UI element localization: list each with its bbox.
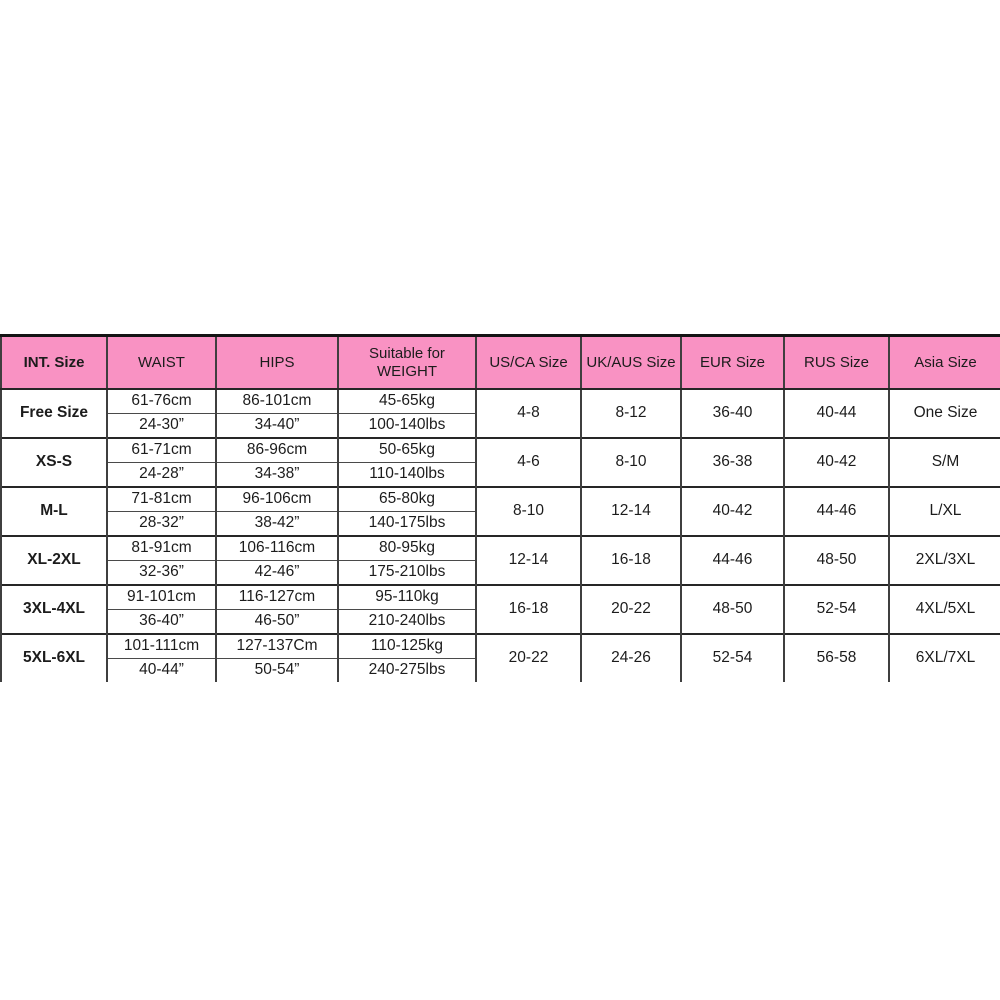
cell-eur: 36-38 xyxy=(680,437,784,487)
cell-waist-in: 24-28” xyxy=(106,462,216,487)
cell-waist-in: 28-32” xyxy=(106,511,216,536)
cell-rus: 40-42 xyxy=(783,437,889,487)
table-row: 24-28” 34-38” 110-140lbs xyxy=(1,462,1000,487)
cell-int-size: Free Size xyxy=(0,388,107,438)
cell-waist-cm: 61-76cm xyxy=(106,388,216,414)
cell-weight-lbs: 100-140lbs xyxy=(337,413,476,438)
cell-waist-in: 36-40” xyxy=(106,609,216,634)
cell-waist-cm: 91-101cm xyxy=(106,584,216,610)
cell-int-size: M-L xyxy=(0,486,107,536)
cell-asia: 2XL/3XL xyxy=(888,535,1000,585)
col-header-asia: Asia Size xyxy=(888,334,1000,390)
cell-us-ca: 12-14 xyxy=(475,535,581,585)
cell-weight-kg: 95-110kg xyxy=(337,584,476,610)
cell-eur: 52-54 xyxy=(680,633,784,682)
table-row: 5XL-6XL 101-111cm 127-137Cm 110-125kg 20… xyxy=(0,633,1000,682)
cell-int-size: 5XL-6XL xyxy=(0,633,107,682)
table-row: 36-40” 46-50” 210-240lbs xyxy=(1,609,1000,634)
cell-hips-in: 34-38” xyxy=(215,462,338,487)
cell-hips-cm: 116-127cm xyxy=(215,584,338,610)
table-row: 3XL-4XL 91-101cm 116-127cm 95-110kg 16-1… xyxy=(0,584,1000,634)
cell-weight-kg: 110-125kg xyxy=(337,633,476,659)
col-header-waist: WAIST xyxy=(106,334,216,390)
table-row: 28-32” 38-42” 140-175lbs xyxy=(1,511,1000,536)
col-header-uk-aus: UK/AUS Size xyxy=(580,334,681,390)
cell-weight-kg: 50-65kg xyxy=(337,437,476,463)
cell-us-ca: 4-8 xyxy=(475,388,581,438)
cell-uk-aus: 16-18 xyxy=(580,535,681,585)
cell-us-ca: 16-18 xyxy=(475,584,581,634)
cell-hips-cm: 86-101cm xyxy=(215,388,338,414)
cell-uk-aus: 8-10 xyxy=(580,437,681,487)
cell-int-size: XL-2XL xyxy=(0,535,107,585)
cell-waist-in: 40-44” xyxy=(106,658,216,682)
size-chart-table: INT. Size WAIST HIPS Suitable for WEIGHT… xyxy=(0,334,1000,682)
cell-weight-lbs: 240-275lbs xyxy=(337,658,476,682)
cell-weight-kg: 80-95kg xyxy=(337,535,476,561)
table-body: Free Size 61-76cm 86-101cm 45-65kg 4-8 8… xyxy=(0,388,1000,682)
cell-int-size: 3XL-4XL xyxy=(0,584,107,634)
table-header: INT. Size WAIST HIPS Suitable for WEIGHT… xyxy=(0,334,1000,390)
table-row: 40-44” 50-54” 240-275lbs xyxy=(1,658,1000,682)
table-row: Free Size 61-76cm 86-101cm 45-65kg 4-8 8… xyxy=(0,388,1000,438)
cell-asia: 4XL/5XL xyxy=(888,584,1000,634)
cell-asia: One Size xyxy=(888,388,1000,438)
cell-uk-aus: 12-14 xyxy=(580,486,681,536)
cell-asia: L/XL xyxy=(888,486,1000,536)
col-header-eur: EUR Size xyxy=(680,334,784,390)
col-header-hips: HIPS xyxy=(215,334,338,390)
cell-waist-in: 32-36” xyxy=(106,560,216,585)
cell-weight-kg: 65-80kg xyxy=(337,486,476,512)
cell-rus: 44-46 xyxy=(783,486,889,536)
cell-weight-lbs: 140-175lbs xyxy=(337,511,476,536)
cell-hips-cm: 106-116cm xyxy=(215,535,338,561)
col-header-rus: RUS Size xyxy=(783,334,889,390)
cell-hips-in: 38-42” xyxy=(215,511,338,536)
cell-rus: 56-58 xyxy=(783,633,889,682)
table-row: XS-S 61-71cm 86-96cm 50-65kg 4-6 8-10 36… xyxy=(0,437,1000,487)
col-header-us-ca: US/CA Size xyxy=(475,334,581,390)
cell-hips-in: 50-54” xyxy=(215,658,338,682)
cell-int-size: XS-S xyxy=(0,437,107,487)
cell-weight-kg: 45-65kg xyxy=(337,388,476,414)
cell-hips-in: 46-50” xyxy=(215,609,338,634)
cell-weight-lbs: 110-140lbs xyxy=(337,462,476,487)
table-row: 24-30” 34-40” 100-140lbs xyxy=(1,413,1000,438)
cell-uk-aus: 8-12 xyxy=(580,388,681,438)
cell-waist-cm: 61-71cm xyxy=(106,437,216,463)
cell-hips-cm: 127-137Cm xyxy=(215,633,338,659)
cell-eur: 36-40 xyxy=(680,388,784,438)
cell-uk-aus: 24-26 xyxy=(580,633,681,682)
cell-us-ca: 8-10 xyxy=(475,486,581,536)
cell-waist-cm: 101-111cm xyxy=(106,633,216,659)
cell-us-ca: 4-6 xyxy=(475,437,581,487)
cell-waist-cm: 71-81cm xyxy=(106,486,216,512)
cell-rus: 52-54 xyxy=(783,584,889,634)
cell-hips-in: 34-40” xyxy=(215,413,338,438)
cell-eur: 40-42 xyxy=(680,486,784,536)
cell-us-ca: 20-22 xyxy=(475,633,581,682)
table-row: 32-36” 42-46” 175-210lbs xyxy=(1,560,1000,585)
cell-waist-cm: 81-91cm xyxy=(106,535,216,561)
cell-eur: 44-46 xyxy=(680,535,784,585)
col-header-int-size: INT. Size xyxy=(0,334,107,390)
header-row: INT. Size WAIST HIPS Suitable for WEIGHT… xyxy=(0,334,1000,390)
cell-weight-lbs: 210-240lbs xyxy=(337,609,476,634)
table-row: M-L 71-81cm 96-106cm 65-80kg 8-10 12-14 … xyxy=(0,486,1000,536)
cell-rus: 40-44 xyxy=(783,388,889,438)
cell-hips-in: 42-46” xyxy=(215,560,338,585)
cell-asia: S/M xyxy=(888,437,1000,487)
cell-weight-lbs: 175-210lbs xyxy=(337,560,476,585)
table-row: XL-2XL 81-91cm 106-116cm 80-95kg 12-14 1… xyxy=(0,535,1000,585)
cell-hips-cm: 86-96cm xyxy=(215,437,338,463)
cell-waist-in: 24-30” xyxy=(106,413,216,438)
cell-eur: 48-50 xyxy=(680,584,784,634)
cell-rus: 48-50 xyxy=(783,535,889,585)
cell-uk-aus: 20-22 xyxy=(580,584,681,634)
col-header-weight: Suitable for WEIGHT xyxy=(337,334,476,390)
cell-asia: 6XL/7XL xyxy=(888,633,1000,682)
cell-hips-cm: 96-106cm xyxy=(215,486,338,512)
